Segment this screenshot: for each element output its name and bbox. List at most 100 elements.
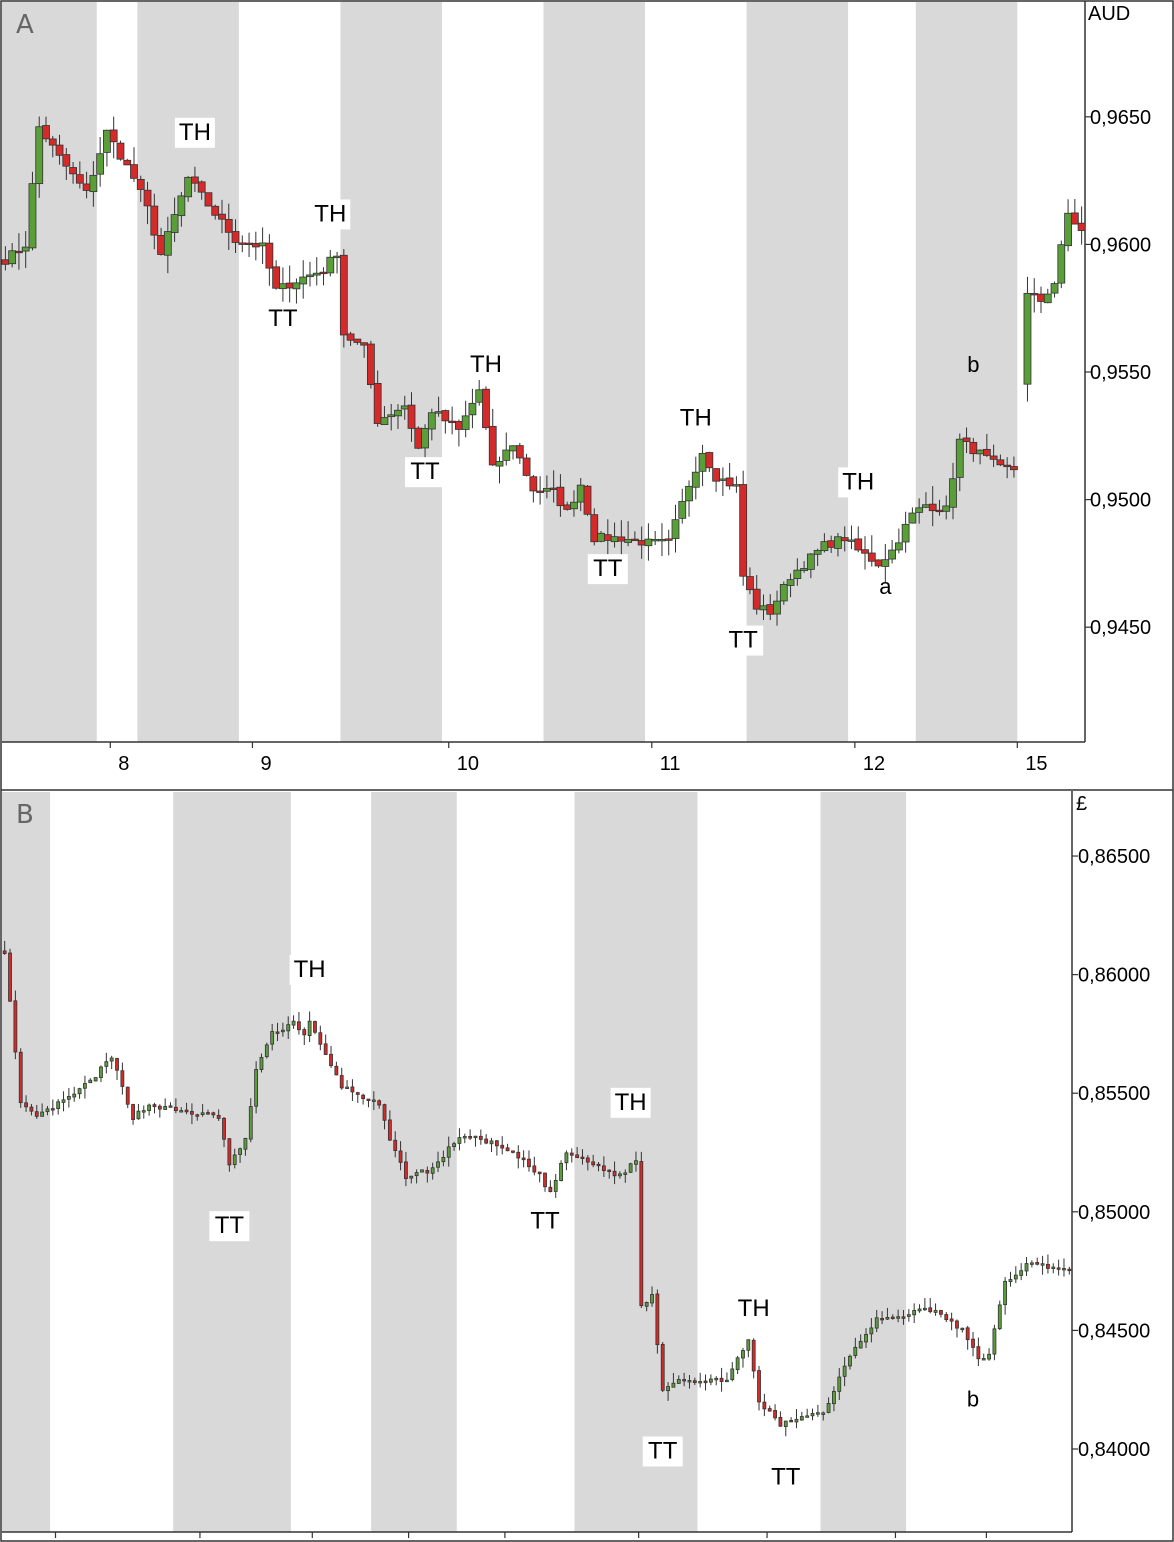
annotation-label: a bbox=[879, 574, 892, 599]
candle-body bbox=[346, 333, 355, 341]
candle-body bbox=[407, 404, 416, 429]
candle-body bbox=[725, 1379, 729, 1383]
candle-body bbox=[522, 457, 531, 476]
candle-body bbox=[942, 505, 951, 512]
candle-body bbox=[297, 1021, 301, 1031]
candle-body bbox=[177, 195, 186, 217]
candle-body bbox=[692, 1380, 697, 1384]
candle-body bbox=[896, 1316, 901, 1319]
candle-body bbox=[361, 1094, 366, 1100]
candle-body bbox=[430, 1167, 435, 1174]
candle-body bbox=[130, 164, 138, 179]
candle-body bbox=[762, 1401, 767, 1410]
candle-body bbox=[671, 519, 680, 539]
candle-body bbox=[901, 523, 910, 543]
candle-body bbox=[502, 449, 511, 461]
candle-body bbox=[987, 1353, 991, 1360]
candle-body bbox=[45, 1108, 50, 1112]
candle-body bbox=[147, 1104, 152, 1111]
candle-body bbox=[982, 448, 991, 456]
candle-body bbox=[786, 579, 795, 586]
candle-body bbox=[489, 1140, 494, 1145]
candle-body bbox=[601, 1165, 606, 1172]
candle-body bbox=[168, 1105, 173, 1108]
candle-body bbox=[380, 417, 389, 426]
candle-body bbox=[906, 1314, 911, 1317]
candle-body bbox=[623, 1172, 628, 1175]
candle-body bbox=[955, 1320, 959, 1329]
candle-body bbox=[874, 1317, 879, 1329]
candle-body bbox=[232, 1154, 237, 1165]
annotation-box bbox=[733, 1294, 774, 1325]
candle-body bbox=[712, 468, 721, 482]
candle-body bbox=[536, 490, 545, 493]
candle-body bbox=[345, 1086, 349, 1090]
candle-body bbox=[468, 1135, 473, 1139]
candle-body bbox=[292, 282, 301, 290]
candle-body bbox=[125, 1086, 130, 1105]
day-band bbox=[173, 792, 291, 1532]
candle-body bbox=[703, 1380, 708, 1384]
candle-body bbox=[971, 1338, 975, 1348]
candle-body bbox=[563, 504, 572, 510]
candle-body bbox=[858, 1340, 863, 1349]
candle-body bbox=[650, 1294, 654, 1304]
candle-body bbox=[373, 382, 382, 424]
annotation-label: TH bbox=[470, 351, 502, 378]
candle-body bbox=[976, 449, 984, 455]
candle-body bbox=[333, 255, 341, 259]
y-tick-label: 0,9450 bbox=[1090, 617, 1151, 639]
candle-body bbox=[15, 250, 23, 254]
candle-body bbox=[366, 343, 375, 386]
candle-body bbox=[318, 1032, 323, 1045]
candle-body bbox=[28, 183, 37, 249]
candle-body bbox=[478, 1135, 483, 1140]
candle-body bbox=[400, 405, 409, 410]
candle-body bbox=[1046, 1263, 1050, 1269]
candle-body bbox=[141, 1110, 146, 1113]
candle-body bbox=[222, 1117, 226, 1140]
y-tick-label: 0,86000 bbox=[1078, 965, 1150, 987]
y-tick-label: 0,9500 bbox=[1090, 490, 1151, 512]
candle-body bbox=[353, 338, 362, 343]
candle-body bbox=[962, 437, 971, 442]
candle-body bbox=[35, 126, 44, 185]
candle-body bbox=[660, 1343, 665, 1391]
candle-body bbox=[1067, 1268, 1072, 1272]
candle-body bbox=[820, 541, 829, 552]
candle-body bbox=[434, 411, 443, 414]
candle-body bbox=[698, 453, 707, 472]
candle-body bbox=[779, 584, 788, 602]
candle-body bbox=[1003, 464, 1012, 468]
y-tick-label: 0,84000 bbox=[1078, 1439, 1150, 1461]
candle-body bbox=[691, 471, 700, 488]
candle-body bbox=[826, 1402, 831, 1413]
candle-body bbox=[254, 1069, 259, 1107]
candle-body bbox=[191, 176, 199, 184]
candle-body bbox=[69, 167, 77, 175]
candle-body bbox=[1030, 293, 1039, 296]
candle-body bbox=[698, 1381, 703, 1384]
annotation-label: TH bbox=[294, 956, 326, 983]
candle-body bbox=[204, 192, 213, 207]
candle-body bbox=[280, 1029, 285, 1033]
candle-body bbox=[708, 1378, 713, 1383]
candle-body bbox=[103, 129, 111, 153]
candle-body bbox=[1003, 1280, 1008, 1306]
candle-body bbox=[912, 1309, 917, 1316]
candle-body bbox=[888, 549, 896, 560]
candle-body bbox=[746, 576, 754, 591]
panel-label-a: A bbox=[16, 10, 34, 40]
candle-body bbox=[564, 1152, 569, 1164]
candle-body bbox=[773, 1410, 777, 1419]
candle-body bbox=[778, 1416, 783, 1427]
candle-body bbox=[452, 1143, 456, 1148]
candle-body bbox=[258, 242, 267, 247]
candle-body bbox=[527, 1158, 531, 1168]
candle-body bbox=[131, 1104, 135, 1120]
candle-body bbox=[163, 231, 172, 256]
candle-body bbox=[120, 1070, 125, 1087]
candle-body bbox=[840, 537, 849, 542]
candle-body bbox=[366, 1098, 371, 1101]
